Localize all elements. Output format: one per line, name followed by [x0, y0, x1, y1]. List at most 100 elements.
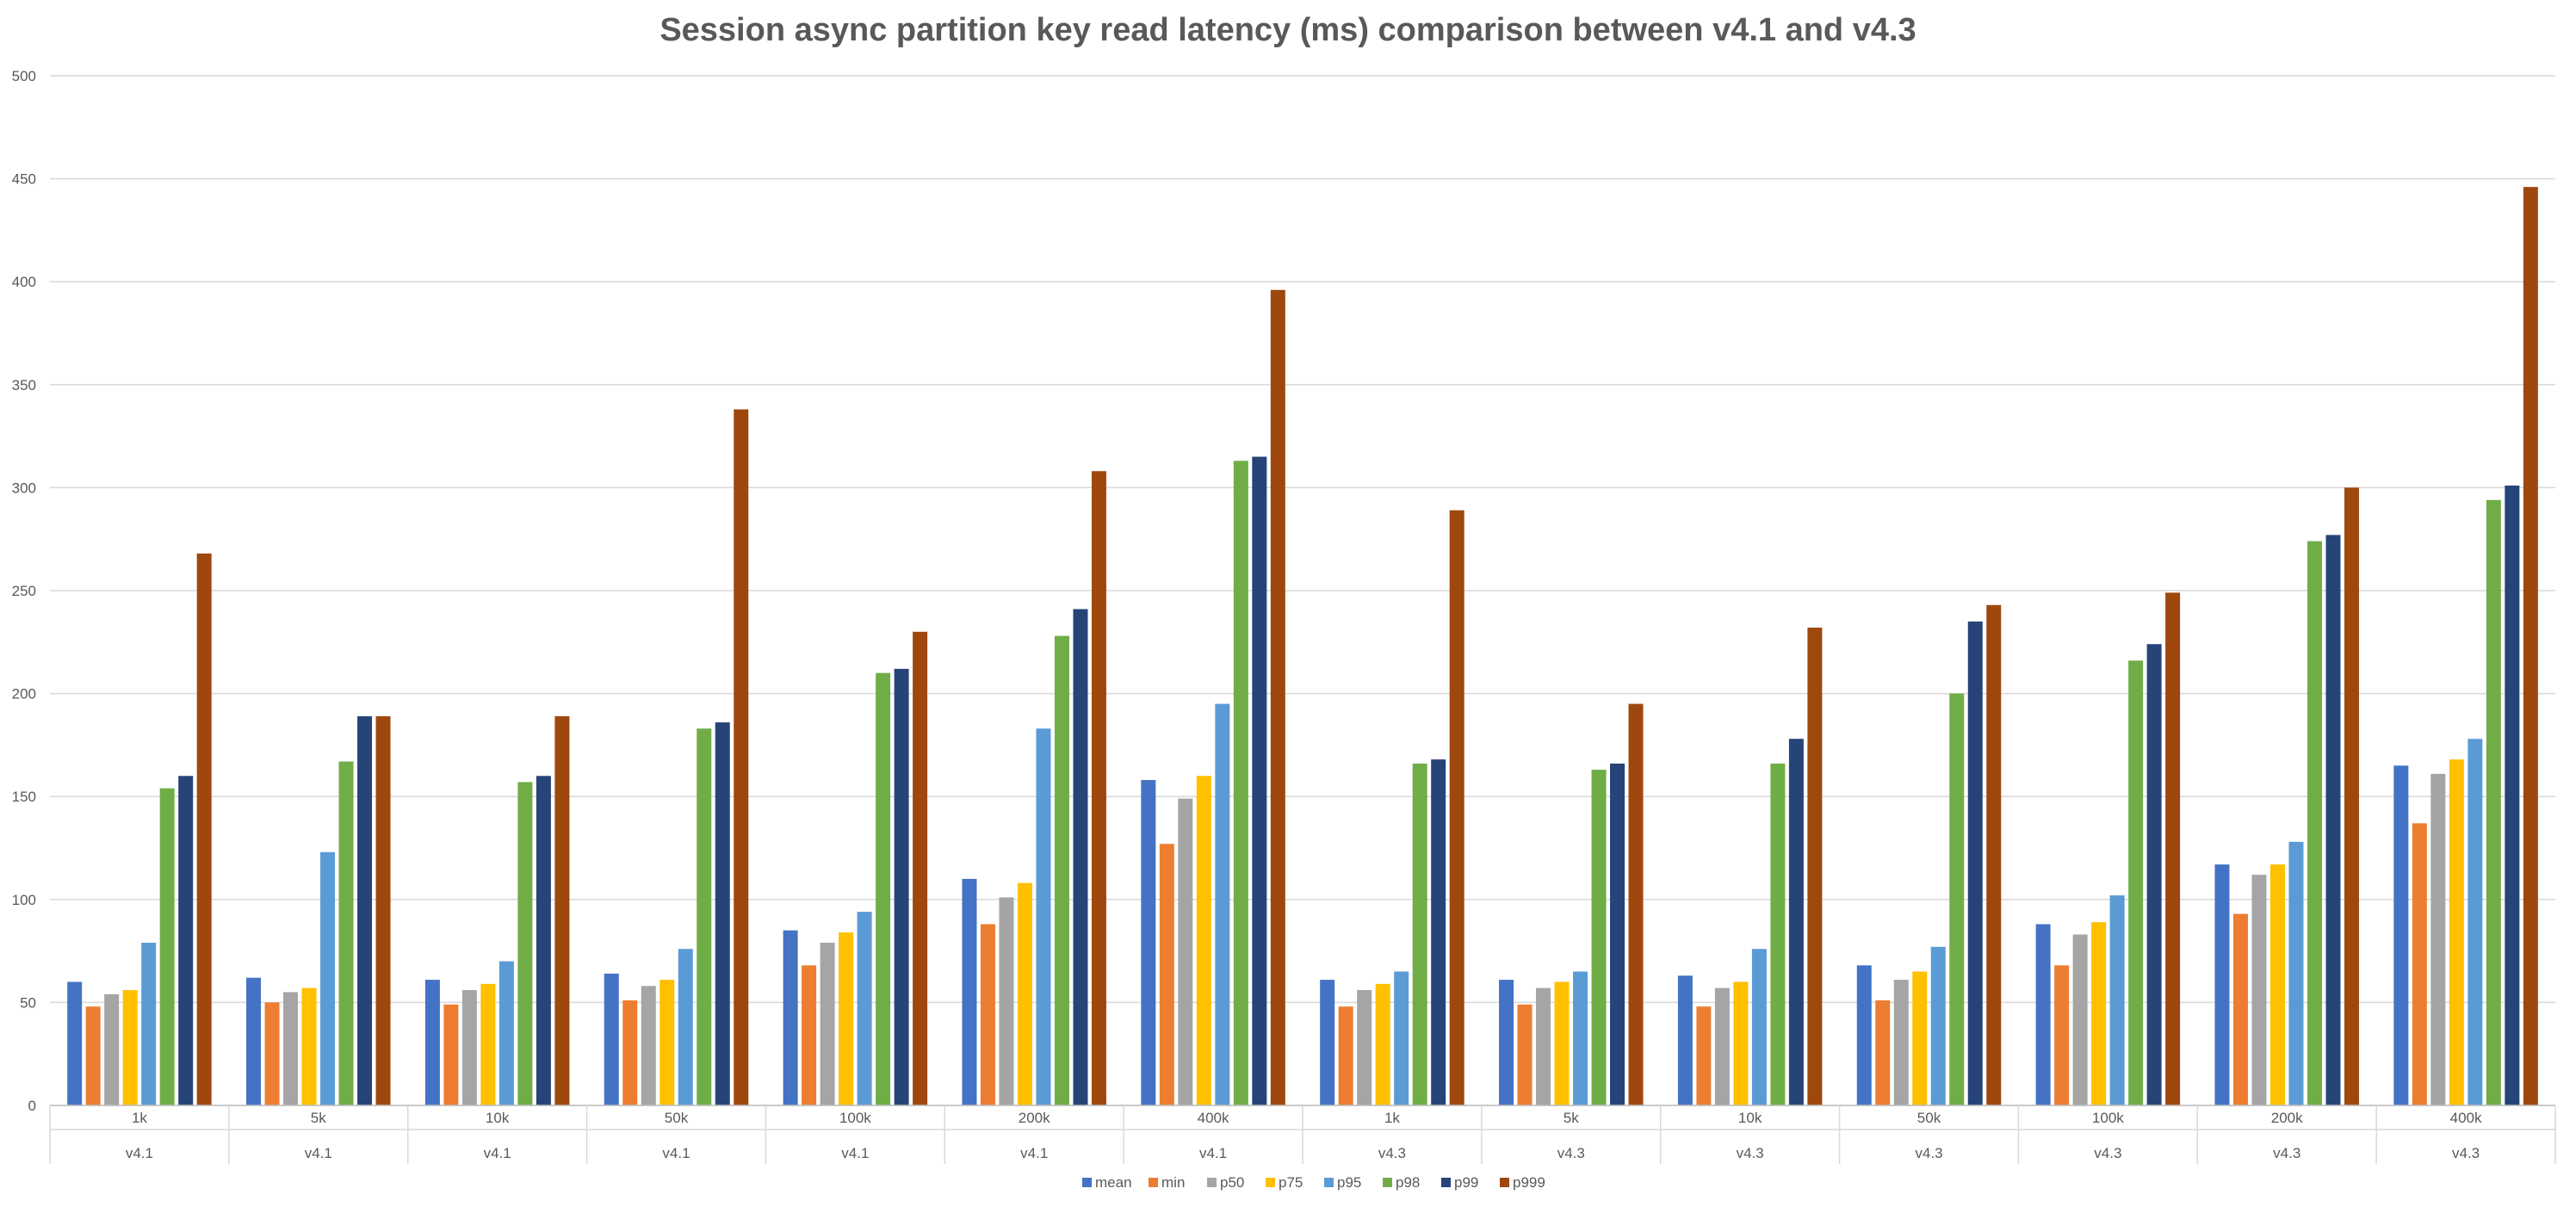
x-group-label: v4.3: [1557, 1145, 1585, 1161]
x-tick-label: 1k: [132, 1110, 147, 1126]
x-tick-label: 1k: [1384, 1110, 1400, 1126]
bar-p999-11: [2165, 592, 2181, 1105]
bar-min-6: [1159, 844, 1174, 1105]
bar-p95-7: [1394, 971, 1409, 1105]
bar-p99-0: [178, 776, 194, 1105]
x-tick-label: 50k: [1917, 1110, 1941, 1126]
bar-p98-6: [1233, 461, 1248, 1105]
y-tick-label: 350: [12, 377, 36, 393]
x-axis: 1k v4.1 5k v4.1 10k v4.1 50k v4.1 100k v4.1 200k v4…: [49, 1105, 2556, 1164]
bar-p50-3: [641, 986, 656, 1105]
bar-p50-2: [461, 990, 477, 1105]
legend-swatch-p99: [1441, 1178, 1451, 1187]
bar-p999-10: [1986, 604, 2002, 1105]
bar-p50-12: [2251, 875, 2267, 1105]
bar-p75-0: [122, 990, 138, 1105]
bar-p95-9: [1751, 949, 1767, 1105]
y-tick-label: 500: [12, 68, 36, 84]
y-tick-label: 250: [12, 583, 36, 599]
bar-mean-11: [2035, 924, 2051, 1105]
gridlines: [50, 75, 2555, 1106]
bar-p95-1: [320, 851, 336, 1105]
bar-mean-8: [1499, 980, 1514, 1105]
bar-p999-5: [1091, 471, 1106, 1105]
bar-min-2: [443, 1004, 459, 1105]
x-tick-label: 400k: [1198, 1110, 1229, 1126]
bar-p98-0: [159, 788, 175, 1105]
bar-p999-1: [375, 715, 391, 1105]
bar-p999-9: [1807, 628, 1823, 1105]
bar-p99-3: [715, 722, 730, 1105]
bar-p50-4: [820, 943, 835, 1105]
bar-p98-1: [338, 761, 354, 1105]
chart-title: Session async partition key read latency…: [659, 12, 1917, 48]
bar-p98-8: [1591, 770, 1607, 1105]
x-group-label: v4.1: [662, 1145, 690, 1161]
bar-mean-3: [604, 973, 619, 1105]
bar-p99-1: [357, 715, 373, 1105]
x-group-label: v4.3: [2273, 1145, 2300, 1161]
y-tick-label: 200: [12, 686, 36, 703]
bar-p98-9: [1770, 763, 1786, 1105]
bar-p99-9: [1788, 739, 1804, 1105]
bar-p75-3: [659, 980, 675, 1105]
x-group-label: v4.3: [1737, 1145, 1764, 1161]
bar-p95-12: [2288, 841, 2304, 1105]
bar-p99-6: [1252, 456, 1267, 1105]
bar-p50-9: [1714, 987, 1730, 1105]
bar-mean-1: [246, 977, 262, 1105]
x-tick-label: 50k: [665, 1110, 689, 1126]
bar-min-8: [1517, 1004, 1533, 1105]
bar-p99-12: [2325, 535, 2341, 1105]
x-group-label: v4.1: [1020, 1145, 1048, 1161]
x-group-label: v4.1: [126, 1145, 153, 1161]
bar-p75-8: [1554, 981, 1570, 1105]
bar-p98-11: [2128, 660, 2144, 1105]
bar-min-12: [2232, 913, 2248, 1105]
y-tick-label: 100: [12, 892, 36, 908]
bar-p95-0: [141, 943, 157, 1105]
bar-p75-4: [839, 932, 854, 1105]
legend-swatch-p75: [1266, 1178, 1275, 1187]
bar-p75-1: [301, 987, 317, 1105]
legend-label-mean: mean: [1095, 1174, 1132, 1191]
x-group-label: v4.3: [2452, 1145, 2480, 1161]
bar-p50-11: [2072, 934, 2088, 1105]
legend-swatch-p98: [1383, 1178, 1392, 1187]
bar-min-9: [1696, 1006, 1712, 1105]
bar-p98-4: [876, 672, 891, 1105]
bar-p50-0: [104, 993, 120, 1105]
bar-min-7: [1338, 1006, 1353, 1105]
bar-p50-6: [1178, 798, 1193, 1105]
bar-min-10: [1875, 1000, 1891, 1105]
bar-p50-10: [1893, 980, 1909, 1105]
bar-mean-0: [67, 981, 83, 1105]
x-tick-label: 5k: [311, 1110, 326, 1126]
legend-swatch-p999: [1500, 1178, 1509, 1187]
bar-p99-5: [1073, 609, 1088, 1105]
bar-p98-5: [1054, 635, 1069, 1105]
y-axis-ticks: 0 50 100 150 200 250 300 350 400 450 500: [12, 68, 36, 1114]
bar-p95-13: [2468, 739, 2483, 1105]
legend-swatch-mean: [1082, 1178, 1092, 1187]
bar-p99-2: [536, 776, 551, 1105]
bar-mean-7: [1320, 980, 1335, 1105]
bar-p98-12: [2307, 541, 2322, 1105]
bar-min-0: [85, 1006, 101, 1105]
bar-mean-5: [962, 878, 977, 1105]
legend-swatch-p95: [1324, 1178, 1334, 1187]
bar-p95-3: [678, 949, 693, 1105]
bar-mean-13: [2393, 765, 2409, 1105]
x-tick-label: 100k: [839, 1110, 871, 1126]
bar-min-13: [2412, 823, 2427, 1105]
x-group-label: v4.1: [305, 1145, 332, 1161]
bar-p95-6: [1215, 703, 1230, 1105]
bar-p75-7: [1375, 983, 1390, 1105]
bar-mean-9: [1677, 975, 1693, 1105]
y-tick-label: 150: [12, 789, 36, 805]
bar-p999-3: [734, 409, 749, 1105]
y-tick-label: 0: [28, 1098, 36, 1114]
legend-label-p50: p50: [1220, 1174, 1244, 1191]
y-tick-label: 300: [12, 480, 36, 496]
